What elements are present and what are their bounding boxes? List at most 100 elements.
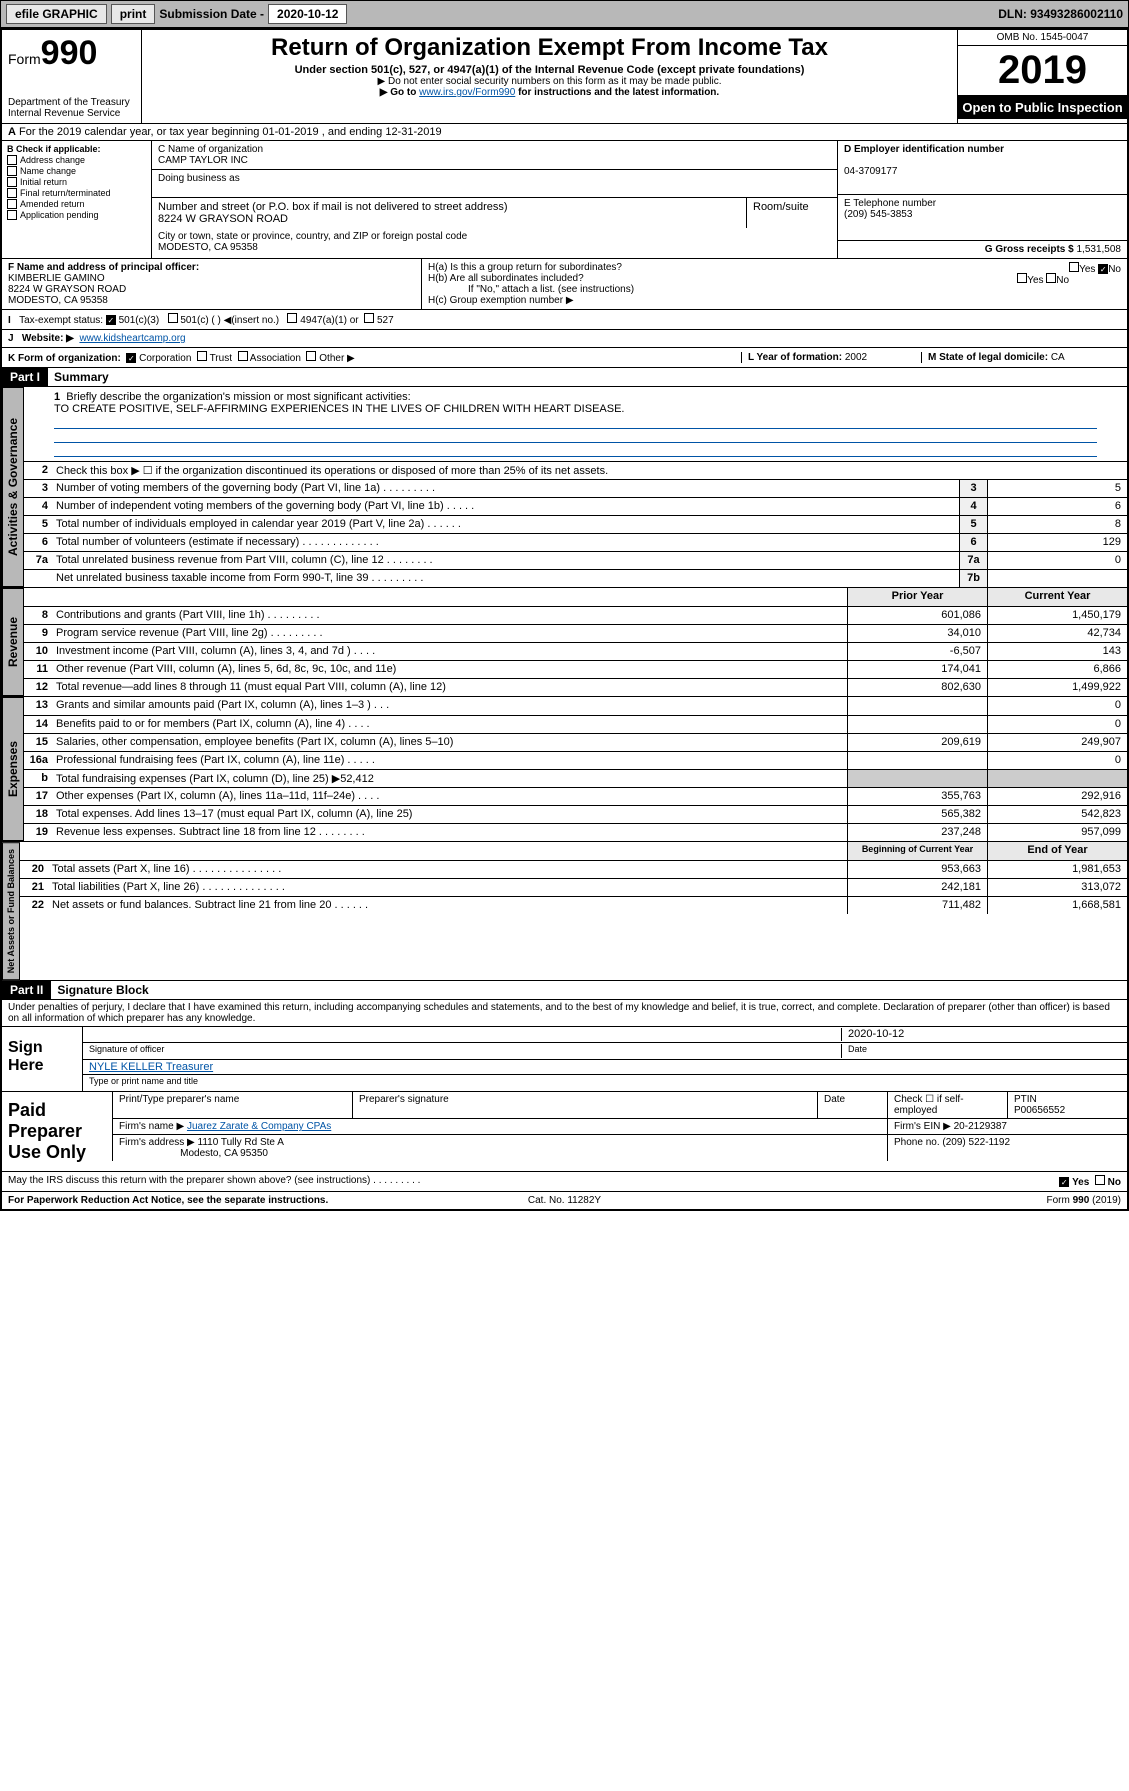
form-title: Return of Organization Exempt From Incom… [150, 34, 949, 62]
box-c: C Name of organizationCAMP TAYLOR INC Do… [152, 141, 837, 258]
val-6: 129 [987, 534, 1127, 551]
val-4: 6 [987, 498, 1127, 515]
tab-expenses: Expenses [2, 697, 24, 841]
tab-netassets: Net Assets or Fund Balances [2, 842, 20, 980]
e14c: 0 [987, 716, 1127, 733]
chk-other[interactable] [306, 351, 316, 361]
form-footer: Form 990 (2019) [750, 1195, 1121, 1206]
website-link[interactable]: www.kidsheartcamp.org [79, 333, 185, 344]
paperwork-notice: For Paperwork Reduction Act Notice, see … [8, 1195, 328, 1206]
tab-revenue: Revenue [2, 588, 24, 696]
subtitle1: Under section 501(c), 527, or 4947(a)(1)… [150, 64, 949, 76]
header: Form990 Department of the Treasury Inter… [2, 30, 1127, 124]
e17p: 355,763 [847, 788, 987, 805]
org-address: 8224 W GRAYSON ROAD [158, 213, 288, 225]
gross-receipts: 1,531,508 [1077, 244, 1122, 255]
firm-name[interactable]: Juarez Zarate & Company CPAs [187, 1121, 331, 1132]
r10c: 143 [987, 643, 1127, 660]
topbar: efile GRAPHIC print Submission Date - 20… [0, 0, 1129, 28]
r8c: 1,450,179 [987, 607, 1127, 624]
cat-no: Cat. No. 11282Y [379, 1195, 750, 1206]
n22p: 711,482 [847, 897, 987, 914]
year-formation: 2002 [845, 352, 867, 363]
r8p: 601,086 [847, 607, 987, 624]
open-inspection: Open to Public Inspection [958, 96, 1127, 119]
tab-governance: Activities & Governance [2, 387, 24, 587]
ha-no[interactable]: ✓ [1098, 264, 1108, 274]
efile-graphic-btn[interactable]: efile GRAPHIC [6, 4, 107, 24]
submission-label: Submission Date - [159, 7, 264, 21]
firm-phone: (209) 522-1192 [942, 1137, 1010, 1148]
chk-initial[interactable] [7, 177, 17, 187]
hb-yes[interactable] [1017, 273, 1027, 283]
r11p: 174,041 [847, 661, 987, 678]
val-7b [987, 570, 1127, 587]
discuss-no[interactable] [1095, 1175, 1105, 1185]
n21p: 242,181 [847, 879, 987, 896]
hb-no[interactable] [1046, 273, 1056, 283]
state-domicile: CA [1051, 352, 1065, 363]
print-btn[interactable]: print [111, 4, 156, 24]
tax-year: 2019 [958, 46, 1127, 96]
e19c: 957,099 [987, 824, 1127, 841]
ein: 04-3709177 [844, 166, 897, 177]
e13p [847, 697, 987, 715]
subtitle2: ▶ Do not enter social security numbers o… [150, 76, 949, 87]
chk-trust[interactable] [197, 351, 207, 361]
e17c: 292,916 [987, 788, 1127, 805]
submission-date: 2020-10-12 [268, 4, 347, 24]
dept: Department of the Treasury Internal Reve… [8, 97, 135, 119]
e19p: 237,248 [847, 824, 987, 841]
firm-ein: 20-2129387 [954, 1121, 1007, 1132]
ptin: P00656552 [1014, 1105, 1065, 1116]
e18p: 565,382 [847, 806, 987, 823]
chk-address[interactable] [7, 155, 17, 165]
chk-amended[interactable] [7, 199, 17, 209]
chk-501c[interactable] [168, 313, 178, 323]
box-d-e-g: D Employer identification number04-37091… [837, 141, 1127, 258]
e15p: 209,619 [847, 734, 987, 751]
chk-pending[interactable] [7, 210, 17, 220]
form-container: Form990 Department of the Treasury Inter… [0, 28, 1129, 1211]
chk-final[interactable] [7, 188, 17, 198]
box-h: H(a) Is this a group return for subordin… [422, 259, 1127, 309]
subtitle3: ▶ Go to www.irs.gov/Form990 for instruct… [150, 87, 949, 98]
val-3: 5 [987, 480, 1127, 497]
r11c: 6,866 [987, 661, 1127, 678]
sign-here-label: Sign Here [2, 1027, 82, 1091]
row-a: A For the 2019 calendar year, or tax yea… [2, 124, 1127, 141]
dln: DLN: 93493286002110 [998, 7, 1123, 21]
chk-corp[interactable]: ✓ [126, 353, 136, 363]
n20c: 1,981,653 [987, 861, 1127, 878]
org-name: CAMP TAYLOR INC [158, 155, 248, 166]
r12p: 802,630 [847, 679, 987, 696]
officer-name[interactable]: NYLE KELLER Treasurer [89, 1061, 213, 1073]
discuss-yes[interactable]: ✓ [1059, 1177, 1069, 1187]
mission-text: TO CREATE POSITIVE, SELF-AFFIRMING EXPER… [54, 403, 624, 415]
chk-501c3[interactable]: ✓ [106, 315, 116, 325]
perjury-text: Under penalties of perjury, I declare th… [2, 1000, 1127, 1027]
n22c: 1,668,581 [987, 897, 1127, 914]
r9c: 42,734 [987, 625, 1127, 642]
telephone: (209) 545-3853 [844, 209, 912, 220]
chk-name[interactable] [7, 166, 17, 176]
n20p: 953,663 [847, 861, 987, 878]
val-5: 8 [987, 516, 1127, 533]
chk-assoc[interactable] [238, 351, 248, 361]
chk-4947[interactable] [287, 313, 297, 323]
e18c: 542,823 [987, 806, 1127, 823]
e13c: 0 [987, 697, 1127, 715]
r9p: 34,010 [847, 625, 987, 642]
e16ap [847, 752, 987, 769]
ha-yes[interactable] [1069, 262, 1079, 272]
e16ac: 0 [987, 752, 1127, 769]
r12c: 1,499,922 [987, 679, 1127, 696]
omb-no: OMB No. 1545-0047 [958, 30, 1127, 46]
box-b: B Check if applicable: Address change Na… [2, 141, 152, 258]
irs-link[interactable]: www.irs.gov/Form990 [419, 87, 515, 98]
chk-527[interactable] [364, 313, 374, 323]
val-7a: 0 [987, 552, 1127, 569]
org-city: MODESTO, CA 95358 [158, 242, 258, 253]
box-f: F Name and address of principal officer:… [2, 259, 422, 309]
e14p [847, 716, 987, 733]
